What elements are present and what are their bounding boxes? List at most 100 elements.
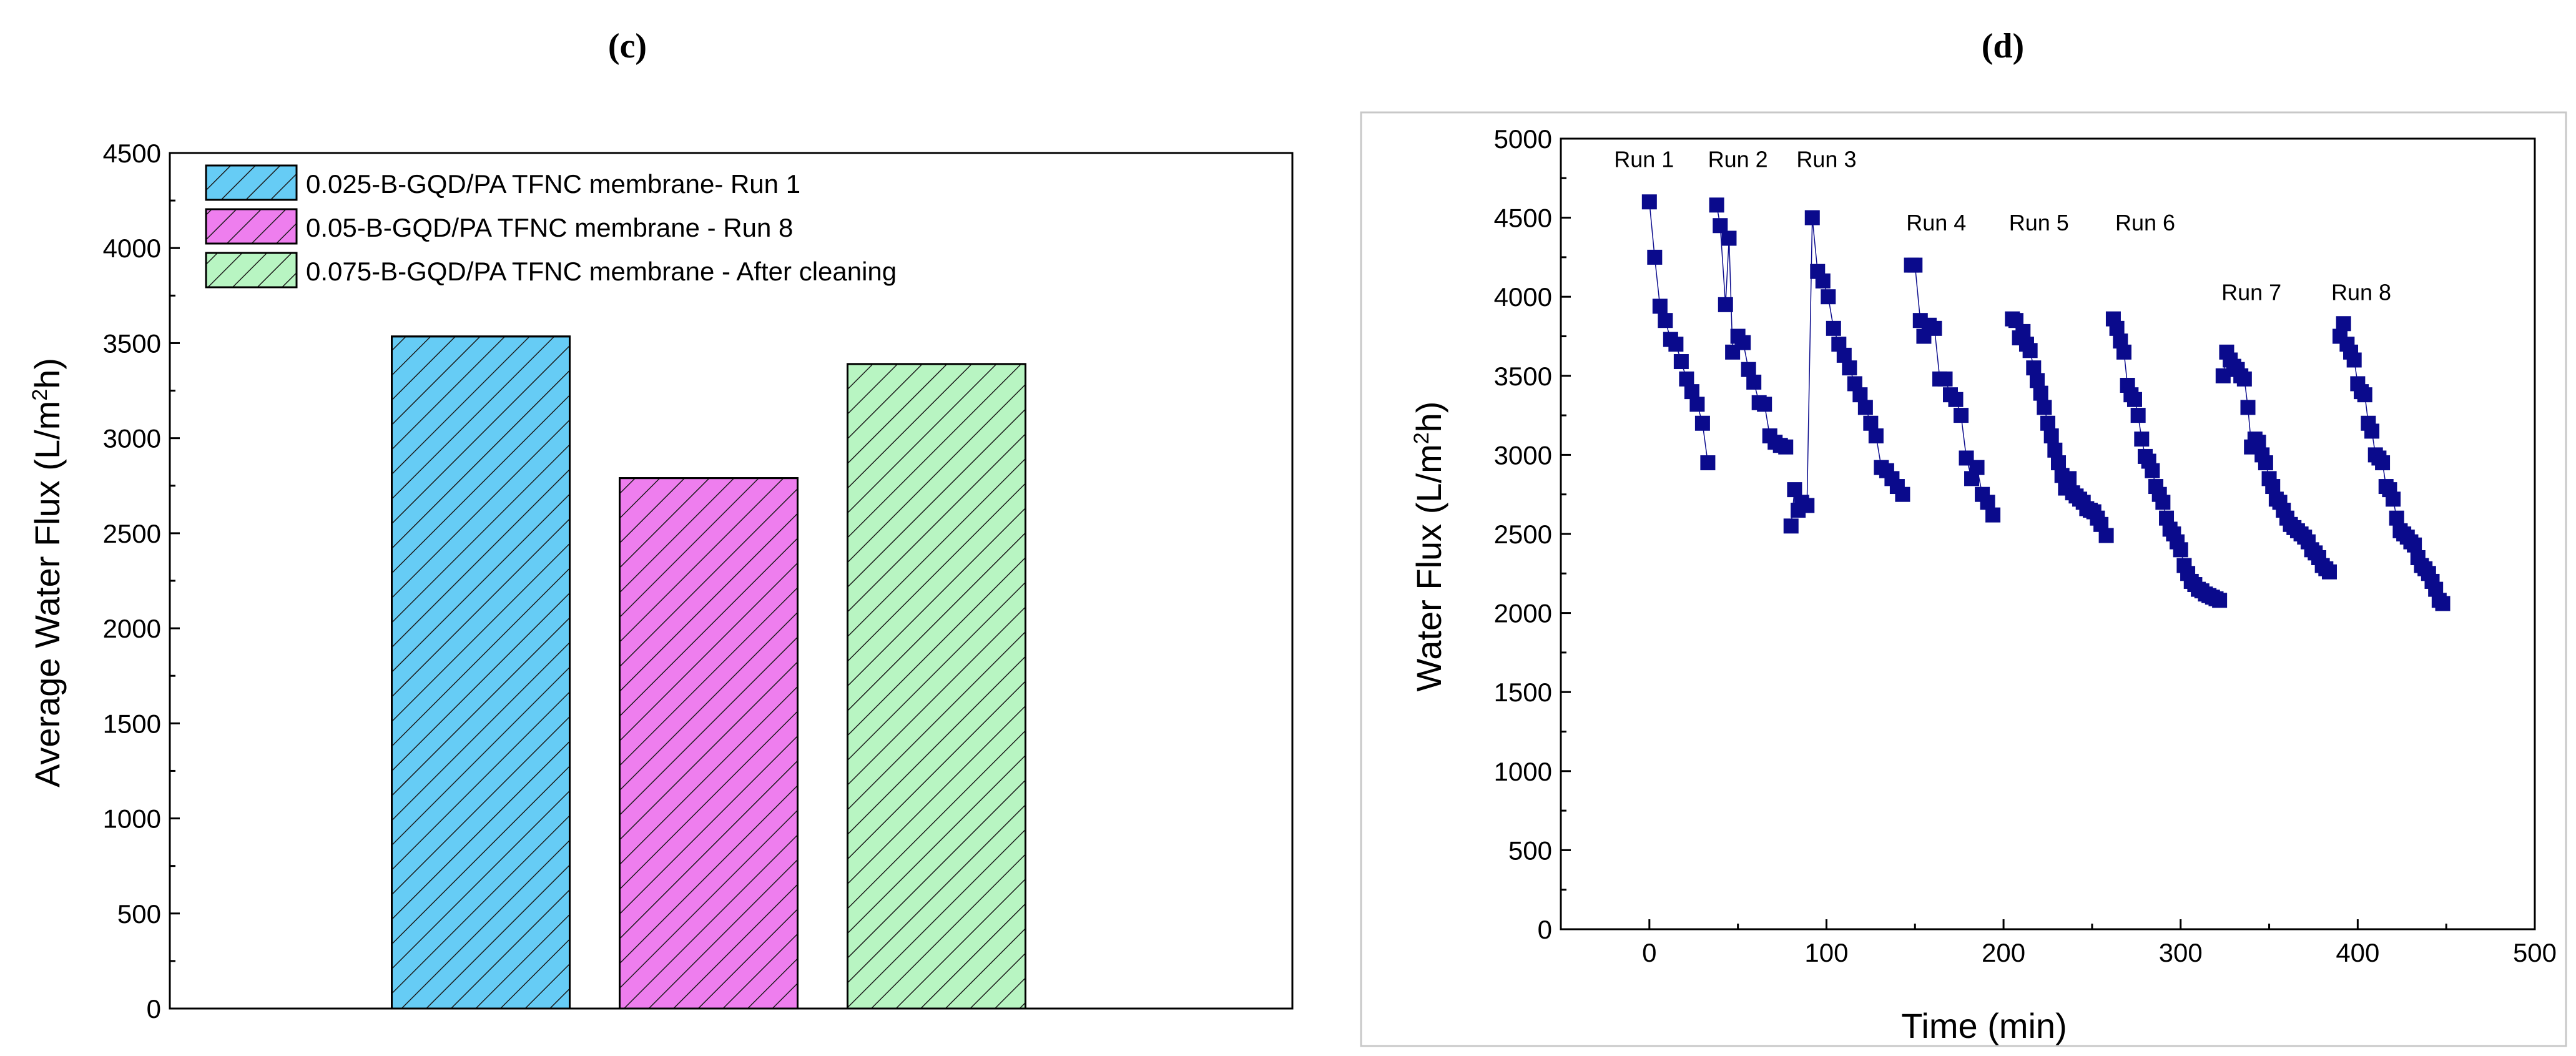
y-tick-label: 4000 xyxy=(103,234,161,263)
data-point xyxy=(1842,360,1857,376)
y-tick-label: 4500 xyxy=(103,139,161,168)
bar-chart-y-ticks: 0 500 1000 1500 2000 2500 3000 3500 4000 4500 xyxy=(103,139,180,1024)
x-tick-label: 500 xyxy=(2513,938,2557,967)
data-point xyxy=(1821,289,1836,305)
run-label: Run 5 xyxy=(2009,210,2069,235)
data-point xyxy=(2134,432,2150,447)
data-point xyxy=(2212,593,2228,608)
data-point xyxy=(2126,392,2142,407)
run-label: Run 2 xyxy=(1708,147,1768,172)
y-tick-label: 2000 xyxy=(103,614,161,643)
data-point xyxy=(1647,249,1663,265)
data-point xyxy=(2116,344,2131,360)
data-point xyxy=(2265,479,2281,495)
data-point xyxy=(2043,428,2059,444)
data-point xyxy=(2047,442,2063,458)
y-tick-label: 3500 xyxy=(103,328,161,358)
data-point xyxy=(2435,596,2451,611)
y-tick-label: 3000 xyxy=(103,424,161,453)
x-tick-label: 400 xyxy=(2336,938,2379,967)
data-point xyxy=(2251,435,2266,450)
data-point xyxy=(2130,408,2146,423)
y-tick-label: 2000 xyxy=(1494,599,1552,628)
data-point xyxy=(1709,197,1724,213)
scatter-x-axis-title: Time (min) xyxy=(1901,1006,2067,1045)
data-point xyxy=(1804,210,1820,225)
y-tick-label: 1500 xyxy=(1494,678,1552,707)
data-point xyxy=(1778,439,1794,455)
data-point xyxy=(1980,495,1995,510)
scatter-plot-area xyxy=(1560,137,2536,930)
run-label: Run 8 xyxy=(2331,279,2391,305)
data-point xyxy=(1741,362,1756,377)
data-point xyxy=(2407,537,2422,553)
y-tick-label: 2500 xyxy=(1494,520,1552,549)
scatter-y-axis-title: Water Flux (L/m2h) xyxy=(1409,402,1448,692)
data-point xyxy=(1658,313,1673,328)
data-point xyxy=(1641,194,1657,210)
data-point xyxy=(1673,354,1689,370)
data-point xyxy=(1684,384,1699,400)
data-point xyxy=(1852,387,1868,403)
data-point xyxy=(1895,486,1910,502)
data-point xyxy=(2145,463,2160,478)
y-tick-label: 500 xyxy=(1508,836,1552,865)
data-point xyxy=(2033,385,2048,401)
data-point xyxy=(2336,316,2351,332)
data-point xyxy=(1652,299,1668,314)
y-tick-label: 1500 xyxy=(103,709,161,738)
legend-label: 0.025-B-GQD/PA TFNC membrane- Run 1 xyxy=(306,169,800,199)
y-tick-label: 4000 xyxy=(1494,282,1552,312)
data-point xyxy=(2026,360,2042,376)
data-point xyxy=(1868,428,1884,444)
data-point xyxy=(1668,337,1684,352)
run-label: Run 4 xyxy=(1906,210,1966,235)
x-tick-label: 200 xyxy=(1982,938,2025,967)
x-tick-label: 0 xyxy=(1642,938,1656,967)
data-point xyxy=(1937,371,1953,387)
y-tick-label: 3000 xyxy=(1494,440,1552,470)
data-point xyxy=(2346,352,2362,368)
data-point xyxy=(2240,400,2256,415)
data-point xyxy=(2109,320,2125,336)
bar-chart-panel: (c) 0 500 1000 1500 2000 2500 3000 3500 4000 4500… xyxy=(27,27,1294,1024)
legend-label: 0.05-B-GQD/PA TFNC membrane - Run 8 xyxy=(306,213,793,242)
legend-swatch-hatch xyxy=(205,252,298,289)
scatter-y-ticks: 0 500 1000 1500 2000 2500 3000 3500 4000 4500 5000 xyxy=(1494,124,1571,944)
data-point xyxy=(1985,507,2001,523)
data-point xyxy=(2375,455,2391,471)
y-tick-label: 3500 xyxy=(1494,362,1552,391)
bar-hatch xyxy=(847,363,1026,1010)
panel-label-c: (c) xyxy=(608,27,647,66)
data-point xyxy=(1836,347,1852,363)
legend-swatch-hatch xyxy=(205,208,298,245)
x-tick-label: 100 xyxy=(1804,938,1848,967)
scatter-run-labels: Run 1 Run 2 Run 3 Run 4 Run 5 Run 6 Run 7 Run 8 xyxy=(1614,147,2391,305)
bar-hatch xyxy=(391,335,571,1010)
panel-label-d: (d) xyxy=(1982,27,2024,66)
bar-chart-y-axis-title: Average Water Flux (L/m2h) xyxy=(27,358,67,787)
data-point xyxy=(2040,415,2055,431)
data-point xyxy=(1721,230,1737,246)
run-label: Run 3 xyxy=(1796,147,1856,172)
run-label: Run 7 xyxy=(2221,279,2281,305)
data-point xyxy=(2258,455,2273,471)
data-point xyxy=(2364,423,2380,439)
data-point xyxy=(2389,510,2404,526)
data-point xyxy=(1713,218,1728,234)
scatter-outer-frame xyxy=(1360,111,2567,1047)
scatter-x-ticks: 0 100 200 300 400 500 xyxy=(1560,919,2557,967)
y-tick-label: 2500 xyxy=(103,519,161,548)
scatter-chart-panel: (d) 050010001500200025003000350040004500… xyxy=(1360,27,2567,1047)
data-point xyxy=(2029,373,2045,388)
y-tick-label: 1000 xyxy=(103,804,161,834)
bar-hatch xyxy=(619,477,799,1010)
data-point xyxy=(1799,498,1815,513)
y-tick-label: 0 xyxy=(1538,915,1552,944)
data-point xyxy=(1826,320,1841,336)
data-point xyxy=(1863,415,1879,431)
data-point xyxy=(1815,273,1831,289)
bar-chart-bars xyxy=(391,335,1026,1010)
data-point xyxy=(1857,400,1873,415)
